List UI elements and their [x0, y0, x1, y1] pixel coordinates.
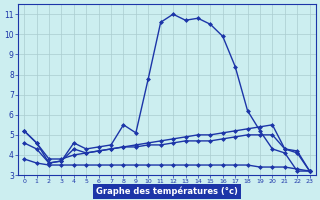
X-axis label: Graphe des températures (°c): Graphe des températures (°c) [96, 186, 238, 196]
